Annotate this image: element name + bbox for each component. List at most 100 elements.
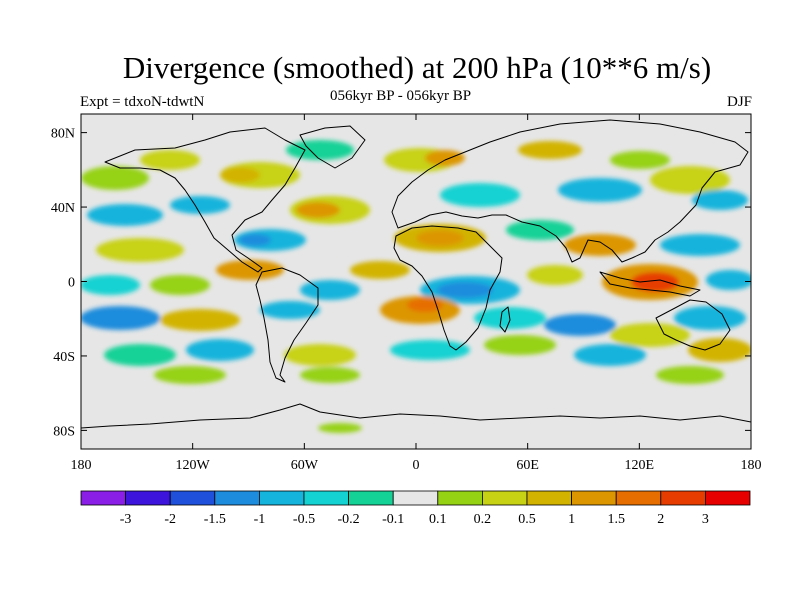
field-patch <box>656 366 724 384</box>
season-label: DJF <box>726 94 752 110</box>
colorbar-label: -0.2 <box>338 512 360 527</box>
divergence-field <box>81 119 751 433</box>
field-patch <box>87 204 163 226</box>
field-patch <box>660 234 740 256</box>
field-patch <box>186 339 254 361</box>
coastline-north-america <box>104 127 306 273</box>
subtitle: 056kyr BP - 056kyr BP <box>330 88 472 104</box>
field-patch <box>425 150 465 166</box>
colorbar-swatch <box>125 490 171 506</box>
coastline-south-america <box>255 267 319 383</box>
coastline-maritime-continent <box>599 271 701 297</box>
field-patch <box>688 338 751 362</box>
field-patch <box>631 272 679 292</box>
colorbar-swatch <box>705 490 751 506</box>
colorbar-label: -3 <box>120 512 132 527</box>
colorbar-label: -1.5 <box>204 512 226 527</box>
colorbar-swatch <box>392 490 439 506</box>
colorbar-swatch <box>258 490 305 506</box>
colorbar-label: 2 <box>657 512 664 527</box>
colorbar-swatch <box>348 490 394 506</box>
field-patch <box>544 314 616 336</box>
lat-tick-label: 40N <box>51 201 75 216</box>
lat-tick-label: 80S <box>53 424 75 439</box>
field-patch <box>284 344 356 366</box>
colorbar-label: 0.1 <box>429 512 447 527</box>
field-patch <box>140 150 200 170</box>
field-patch <box>650 166 730 194</box>
field-patch <box>440 183 520 207</box>
field-patch <box>484 335 556 355</box>
colorbar-swatch <box>214 490 260 506</box>
field-patch <box>300 367 360 383</box>
lat-tick-label: 40S <box>53 350 75 365</box>
colorbar-label: 3 <box>702 512 709 527</box>
field-patch <box>558 178 642 202</box>
coastline-eurasia <box>391 119 749 263</box>
field-patch <box>350 261 410 279</box>
field-patch <box>81 275 140 295</box>
field-patch <box>154 366 226 384</box>
colorbar-label: -0.1 <box>382 512 404 527</box>
field-patch <box>390 340 470 360</box>
field-patch <box>216 260 284 280</box>
lon-tick-label: 0 <box>413 458 420 473</box>
coastline-madagascar <box>499 306 511 333</box>
field-patch <box>286 140 354 160</box>
page-title: Divergence (smoothed) at 200 hPa (10**6 … <box>122 50 712 85</box>
colorbar-swatch <box>660 490 706 506</box>
colorbar-swatch <box>571 490 617 506</box>
field-patch <box>150 275 210 295</box>
colorbar-label: -1 <box>254 512 266 527</box>
field-patch <box>564 234 636 256</box>
colorbar-label: -0.5 <box>293 512 315 527</box>
field-patch <box>300 280 360 300</box>
field-patch <box>296 202 340 218</box>
field-patch <box>706 270 751 290</box>
colorbar-swatch <box>615 490 662 506</box>
lat-tick-label: 80N <box>51 127 75 142</box>
colorbar-swatch <box>80 490 126 506</box>
longitude-axis: 180 120W 60W 0 60E 120E 180 <box>71 114 762 473</box>
field-patch <box>81 166 149 190</box>
coastline-australia <box>655 299 731 351</box>
field-patch <box>260 301 320 319</box>
colorbar-swatch <box>303 490 349 506</box>
coastline-antarctica <box>81 403 751 429</box>
field-patch <box>96 238 184 262</box>
lon-tick-label: 180 <box>71 458 92 473</box>
field-patch <box>170 196 230 214</box>
experiment-label: Expt = tdxoN-tdwtN <box>80 94 205 110</box>
field-patch <box>104 344 176 366</box>
colorbar-swatch <box>481 490 528 506</box>
colorbar-swatch <box>437 490 483 506</box>
colorbar-label: 0.2 <box>474 512 492 527</box>
colorbar-swatch <box>169 490 216 506</box>
coastline-greenland <box>299 125 366 169</box>
field-patch <box>574 344 646 366</box>
field-patch <box>160 309 240 331</box>
field-patch <box>692 190 748 210</box>
latitude-axis: 80N 40N 0 40S 80S <box>51 127 751 439</box>
field-patch <box>239 234 271 246</box>
field-patch <box>674 306 746 330</box>
colorbar: -3 -2 -1.5 -1 -0.5 -0.2 -0.1 0.1 0.2 0.5 1 1.5 2 3 <box>80 490 751 527</box>
lon-tick-label: 60W <box>291 458 319 473</box>
field-patch <box>610 151 670 169</box>
colorbar-label: 1 <box>568 512 575 527</box>
field-patch <box>610 323 690 347</box>
colorbar-label: 0.5 <box>518 512 536 527</box>
lon-tick-label: 60E <box>516 458 539 473</box>
field-patch <box>220 167 260 183</box>
field-patch <box>81 306 160 330</box>
field-patch <box>518 141 582 159</box>
field-patch <box>318 423 362 433</box>
colorbar-label: 1.5 <box>607 512 625 527</box>
field-patch <box>407 298 443 312</box>
field-patch <box>437 282 493 298</box>
field-patch <box>416 230 464 246</box>
colorbar-swatch <box>526 490 572 506</box>
field-patch <box>506 220 574 240</box>
colorbar-label: -2 <box>164 512 176 527</box>
